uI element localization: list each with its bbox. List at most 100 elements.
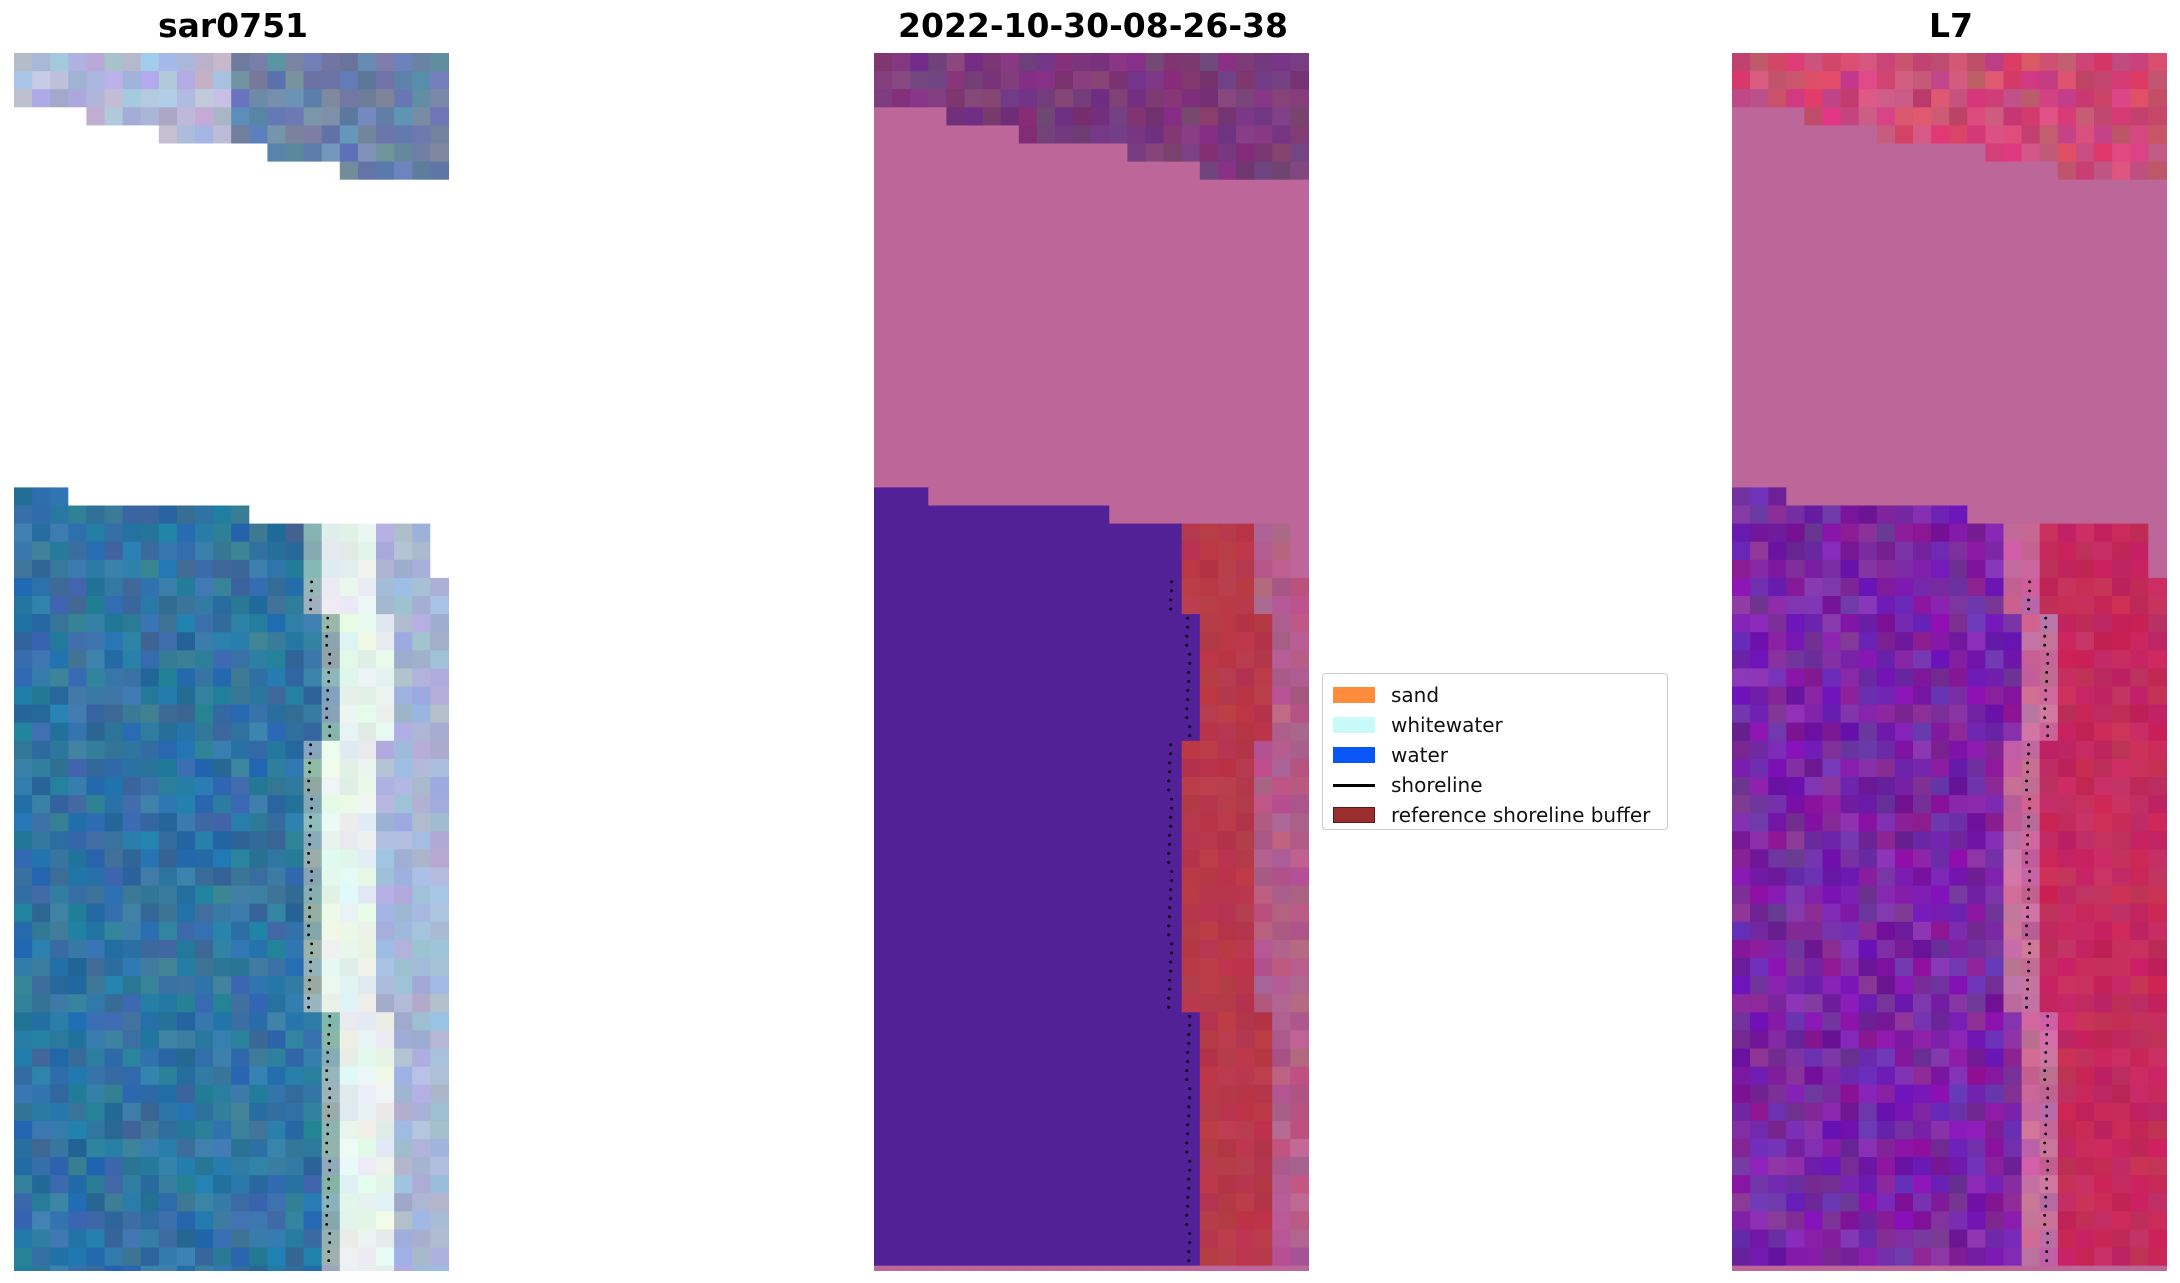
pixel-cell	[2130, 161, 2149, 181]
pixel-cell	[1732, 179, 1751, 199]
pixel-cell	[140, 903, 160, 923]
pixel-cell	[267, 360, 287, 380]
pixel-cell	[195, 306, 214, 326]
pixel-cell	[1272, 1120, 1291, 1140]
pixel-cell	[2148, 1102, 2167, 1122]
pixel-cell	[2039, 704, 2059, 724]
pixel-cell	[2003, 215, 2023, 235]
pixel-cell	[964, 197, 984, 217]
pixel-cell	[2094, 288, 2113, 307]
pixel-cell	[2039, 378, 2059, 398]
pixel-cell	[1254, 1211, 1273, 1231]
pixel-cell	[1181, 215, 1201, 235]
pixel-cell	[321, 668, 341, 688]
pixel-cell	[1768, 903, 1787, 923]
pixel-cell	[946, 704, 966, 724]
pixel-cell	[249, 1193, 268, 1212]
pixel-cell	[140, 795, 160, 814]
shoreline-point	[1187, 680, 1191, 683]
pixel-cell	[1822, 994, 1842, 1013]
pixel-cell	[140, 396, 160, 416]
pixel-cell	[2057, 795, 2077, 814]
panel-title-classification: 2022-10-30-08-26-38	[898, 6, 1288, 45]
pixel-cell	[2112, 306, 2131, 326]
pixel-cell	[1750, 1048, 1769, 1068]
pixel-cell	[2094, 813, 2113, 832]
pixel-cell	[2075, 885, 2095, 905]
pixel-cell	[68, 415, 87, 434]
pixel-cell	[964, 632, 984, 651]
pixel-cell	[1163, 1048, 1183, 1068]
pixel-cell	[104, 795, 124, 814]
pixel-cell	[1985, 143, 2005, 163]
pixel-cell	[1109, 1066, 1128, 1086]
pixel-cell	[2094, 469, 2113, 488]
pixel-cell	[2003, 686, 2023, 706]
pixel-cell	[2148, 433, 2167, 452]
pixel-cell	[1091, 1247, 1110, 1267]
pixel-cell	[1000, 324, 1020, 344]
pixel-cell	[140, 1048, 160, 1068]
pixel-cell	[1091, 179, 1110, 199]
pixel-cell	[928, 1030, 947, 1050]
pixel-cell	[1272, 433, 1291, 452]
pixel-cell	[2039, 976, 2059, 995]
pixel-cell	[1913, 215, 1932, 235]
shoreline-point	[328, 1087, 332, 1091]
pixel-cell	[1199, 758, 1219, 778]
pixel-cell	[68, 577, 87, 597]
pixel-cell	[303, 378, 323, 398]
pixel-cell	[1931, 125, 1950, 145]
pixel-cell	[1236, 686, 1255, 706]
index-image-panel	[1732, 53, 2170, 1271]
pixel-cell	[1036, 342, 1056, 362]
pixel-cell	[1036, 288, 1056, 307]
shoreline-point	[1169, 743, 1172, 747]
pixel-cell	[158, 958, 178, 977]
pixel-cell	[1000, 867, 1020, 887]
pixel-cell	[321, 1048, 341, 1068]
pixel-cell	[176, 1193, 196, 1212]
shoreline-point	[310, 589, 313, 593]
pixel-cell	[430, 161, 449, 181]
pixel-cell	[1985, 53, 2005, 72]
pixel-cell	[86, 831, 106, 850]
pixel-cell	[1109, 415, 1128, 434]
pixel-cell	[86, 1139, 106, 1158]
pixel-cell	[249, 668, 268, 688]
pixel-cell	[140, 867, 160, 887]
pixel-cell	[1145, 958, 1165, 977]
pixel-cell	[104, 831, 124, 850]
pixel-cell	[910, 976, 929, 995]
pixel-cell	[394, 215, 413, 235]
pixel-cell	[122, 1247, 142, 1267]
pixel-cell	[2112, 939, 2131, 959]
pixel-cell	[321, 1066, 341, 1086]
pixel-cell	[946, 523, 966, 543]
pixel-cell	[1967, 541, 1986, 561]
pixel-cell	[1858, 197, 1878, 217]
pixel-cell	[2039, 161, 2059, 181]
pixel-cell	[195, 487, 214, 507]
pixel-cell	[1732, 107, 1751, 126]
pixel-cell	[1949, 143, 1968, 163]
pixel-cell	[213, 252, 232, 271]
pixel-cell	[1822, 740, 1842, 760]
pixel-cell	[376, 378, 395, 398]
pixel-cell	[1254, 867, 1273, 887]
pixel-cell	[1036, 740, 1056, 760]
pixel-cell	[195, 577, 214, 597]
pixel-cell	[910, 939, 929, 959]
pixel-cell	[2021, 1030, 2041, 1050]
pixel-cell	[1931, 523, 1950, 543]
pixel-cell	[892, 958, 911, 977]
pixel-cell	[231, 234, 250, 253]
pixel-cell	[86, 740, 106, 760]
pixel-cell	[2021, 813, 2041, 832]
pixel-cell	[50, 1265, 69, 1271]
pixel-cell	[874, 758, 893, 778]
pixel-cell	[122, 1084, 142, 1104]
pixel-cell	[1822, 1012, 1842, 1031]
pixel-cell	[1199, 740, 1219, 760]
shoreline-point	[328, 1096, 332, 1100]
